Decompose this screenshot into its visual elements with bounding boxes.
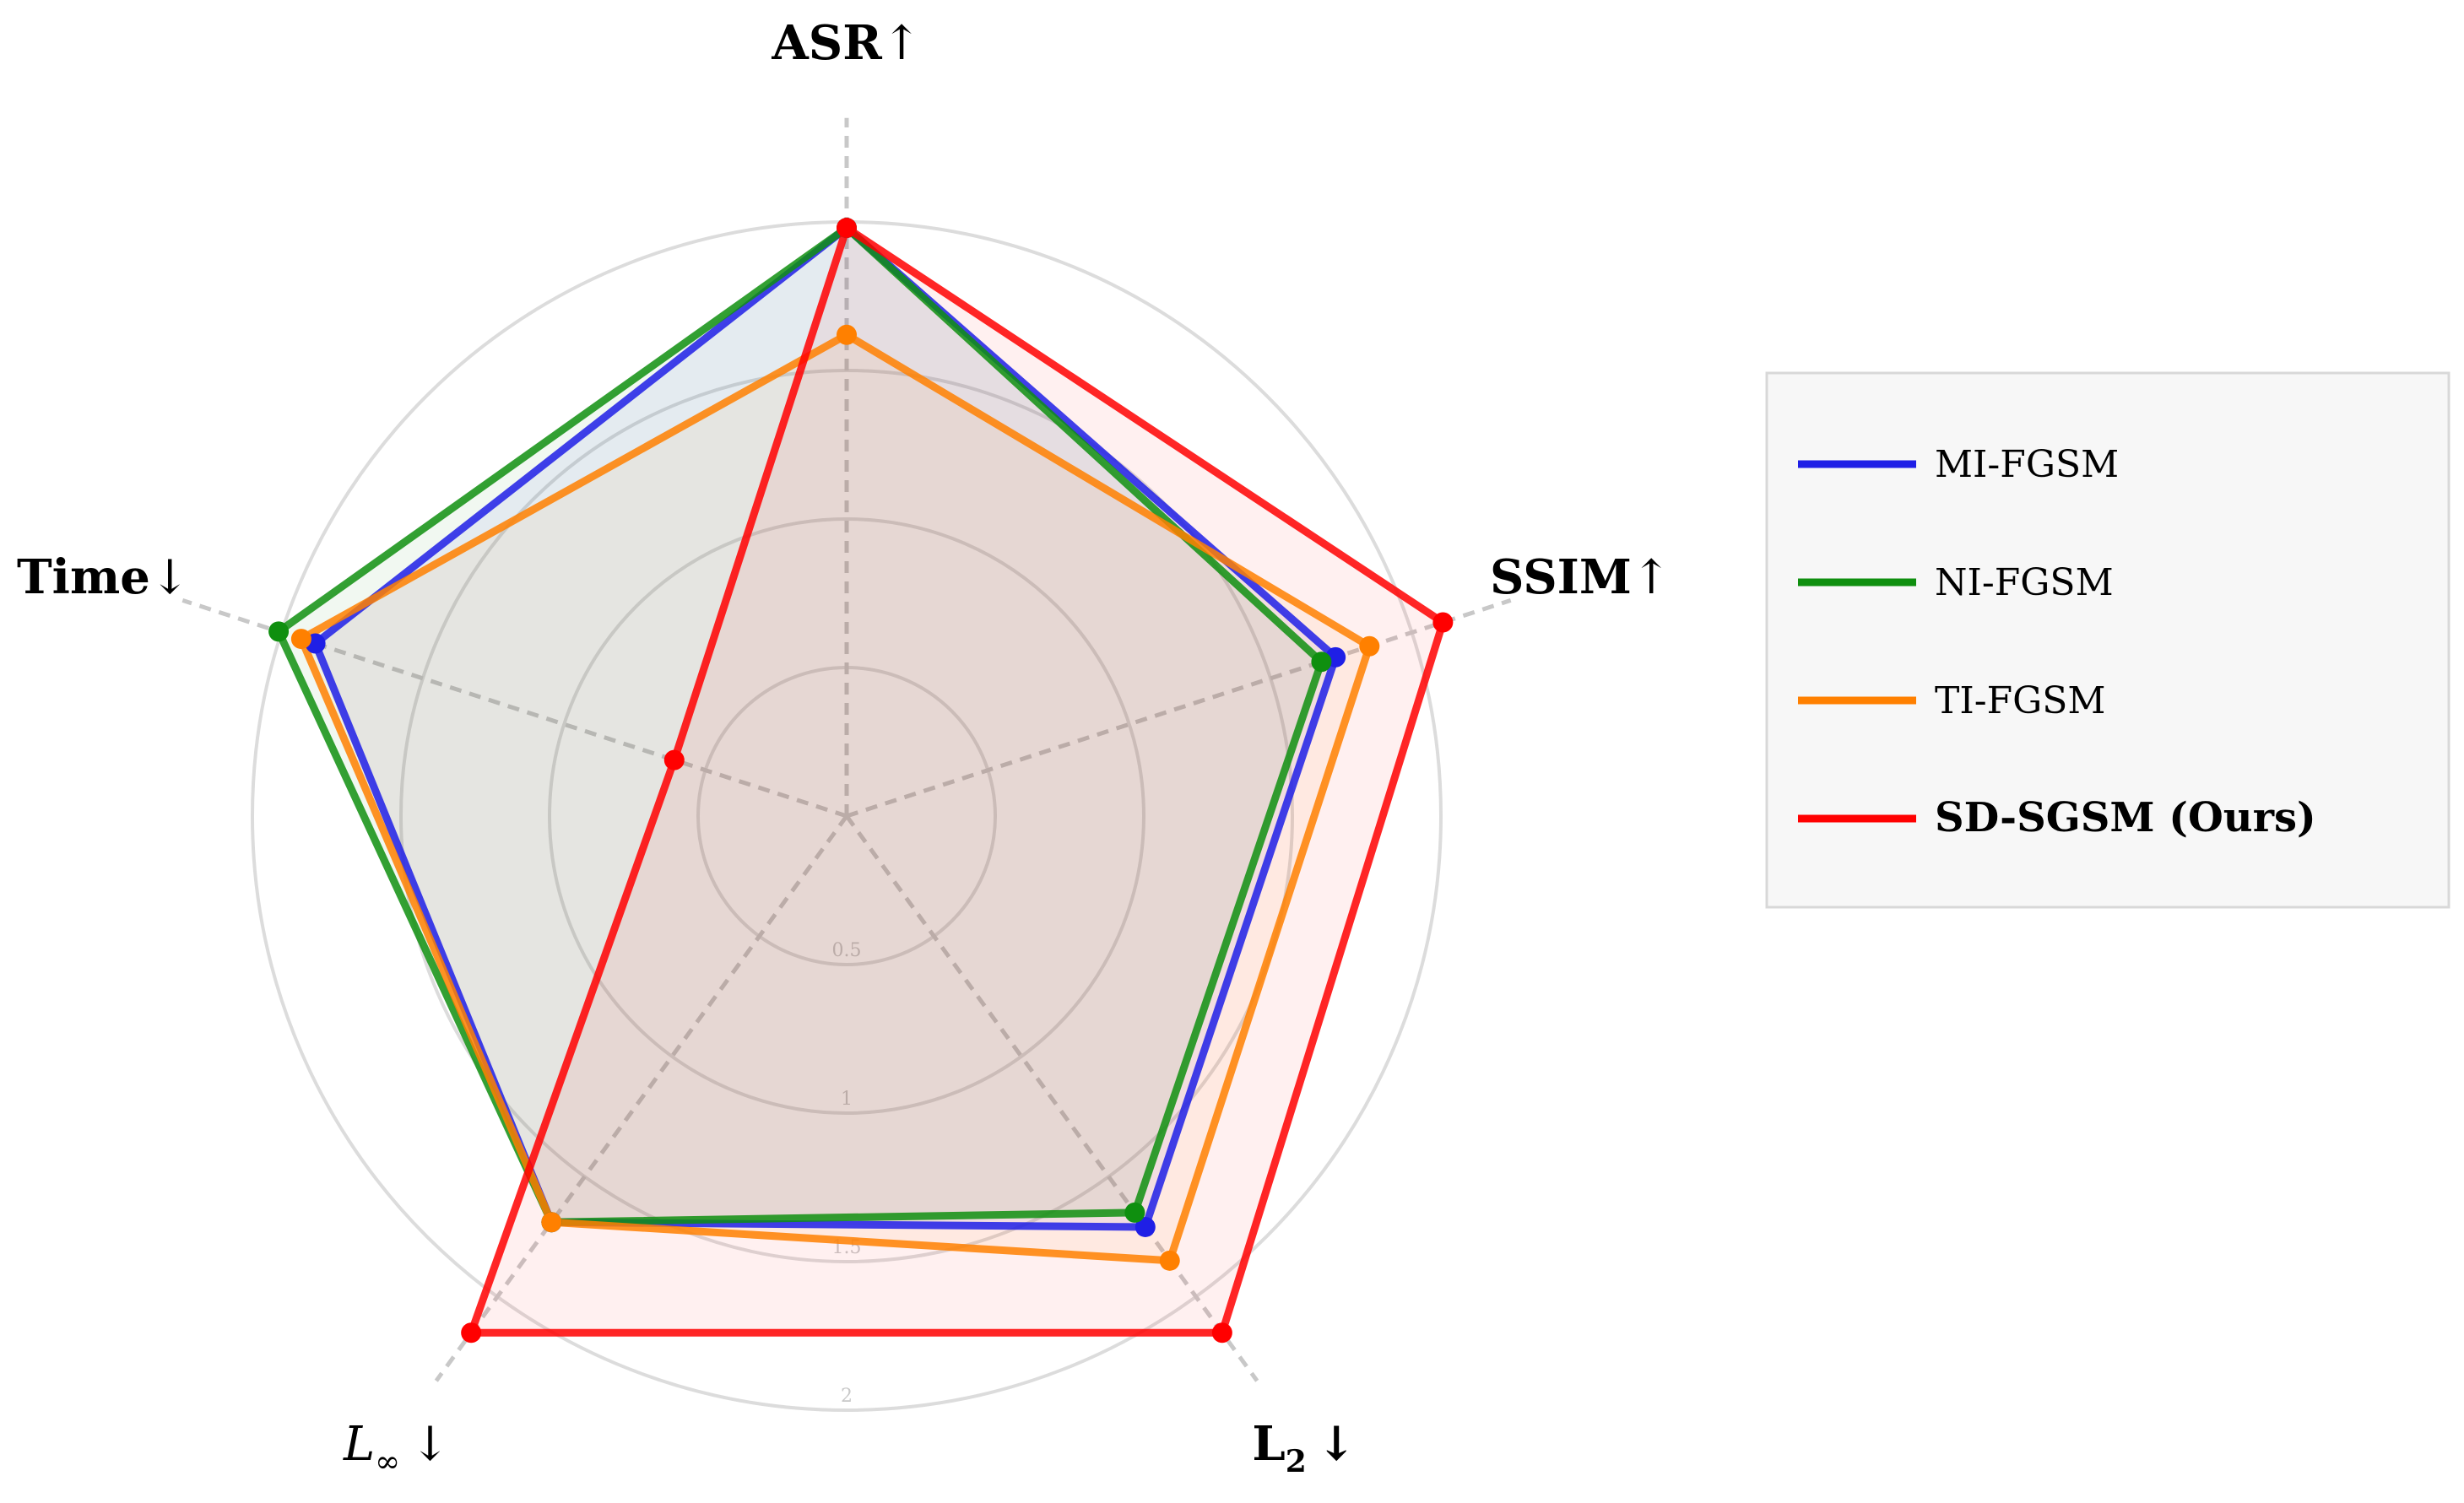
axis-label-1: SSIM↑: [1490, 549, 1671, 605]
legend-label-2: TI-FGSM: [1935, 679, 2105, 722]
axis-spoke-4: [181, 598, 848, 819]
legend-label-1: NI-FGSM: [1935, 561, 2114, 604]
radial-grid: 0.511.52: [181, 117, 1512, 1412]
axis-label-3: L∞ ↓: [343, 1417, 450, 1479]
axis-spoke-2: [844, 814, 1259, 1382]
series-point-3-3: [461, 1322, 482, 1344]
series-point-2-4: [290, 629, 311, 650]
series-point-3-4: [663, 749, 685, 770]
series-point-0-2: [1135, 1216, 1156, 1237]
radial-tick-label: 1: [841, 1089, 853, 1110]
series-line-2: [297, 331, 1373, 1265]
axis-label-2: L2 ↓: [1252, 1416, 1356, 1479]
axis-label-0: ASR↑: [771, 15, 921, 71]
legend-label-3: SD-SGSM (Ours): [1935, 794, 2316, 841]
series-lines: [274, 224, 1447, 1337]
legend: MI-FGSM NI-FGSM TI-FGSM SD-SGSM (Ours): [1765, 371, 2450, 909]
series-line-3: [467, 224, 1447, 1337]
axis-spoke-1: [846, 598, 1512, 819]
series-fills: [279, 228, 1443, 1333]
series-point-1-4: [268, 621, 290, 642]
series-point-2-0: [837, 324, 857, 345]
legend-label-0: MI-FGSM: [1935, 443, 2119, 486]
series-point-1-2: [1124, 1202, 1145, 1223]
series-point-3-0: [837, 218, 857, 239]
series-fill-2: [301, 334, 1370, 1261]
series-point-1-1: [1311, 651, 1332, 673]
grid-circle-1: [548, 517, 1145, 1115]
series-point-2-1: [1359, 635, 1380, 657]
axis-spoke-3: [434, 814, 849, 1382]
series-fill-1: [279, 228, 1322, 1223]
series-points: [268, 218, 1454, 1344]
axis-label-4: Time↓: [17, 549, 190, 605]
radial-tick-label: 2: [841, 1386, 853, 1407]
series-line-1: [274, 224, 1325, 1226]
radial-tick-label: 0.5: [832, 940, 862, 961]
series-point-3-1: [1432, 612, 1454, 633]
series-point-2-2: [1159, 1250, 1180, 1271]
axis-labels: ASR↑ SSIM↑ L2 ↓ L∞ ↓ Time↓: [17, 15, 1671, 1479]
series-point-3-2: [1211, 1322, 1232, 1344]
series-line-0: [311, 224, 1340, 1231]
series-point-2-3: [541, 1212, 562, 1233]
